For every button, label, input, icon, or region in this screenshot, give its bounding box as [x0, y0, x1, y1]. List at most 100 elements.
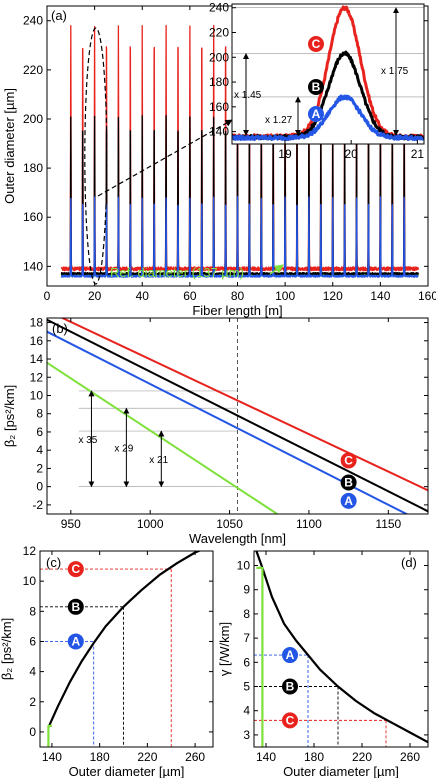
inset-y-tick-label: 180	[209, 75, 229, 89]
inset-series-A	[232, 94, 424, 142]
inset-frame-outline	[231, 3, 425, 145]
y-tick-label: 0	[29, 725, 36, 739]
series-badge-C	[340, 452, 357, 469]
series-line-B	[47, 318, 428, 513]
zoom-pointer-arrow	[97, 119, 233, 197]
point-badge-A	[282, 647, 298, 664]
x-tick-label: 120	[323, 289, 343, 303]
series-badge-B	[340, 474, 357, 491]
point-badge-B	[282, 678, 298, 695]
series-badge-C-letter: C	[344, 453, 353, 467]
point-badge-A-letter: A	[71, 634, 80, 648]
series-line-A	[60, 196, 419, 278]
axes-frame-d	[253, 550, 429, 748]
x-tick-label: 1000	[137, 517, 164, 531]
y-tick-label: 10	[23, 574, 37, 588]
y-tick-label: 8	[243, 607, 250, 621]
y-tick-label: 4	[29, 665, 36, 679]
y-tick-label: 2	[29, 695, 36, 709]
y-tick-label: 10	[237, 559, 251, 573]
series-line-C	[60, 23, 419, 272]
y-tick-label: 3	[243, 728, 250, 742]
y-tick-label: 7	[243, 631, 250, 645]
x-tick-label: 260	[400, 750, 420, 764]
y-tick-label: 8	[29, 604, 36, 618]
point-badge-B-letter: B	[71, 600, 80, 614]
x-tick-label: 1150	[375, 517, 401, 531]
ref-annotation-arrow	[269, 264, 284, 275]
inset-x-tick-label: 21	[411, 147, 425, 161]
series-badge-B-letter: B	[312, 80, 321, 94]
y-tick-label: 220	[23, 63, 43, 77]
series-badge-A	[340, 492, 357, 509]
beta2-vs-diameter-curve	[47, 551, 202, 728]
point-badge-B-letter: B	[286, 680, 295, 694]
series-badge-B-letter: B	[344, 475, 353, 489]
point-badge-C-letter: C	[286, 713, 295, 727]
x-axis-label: Wavelength [nm]	[189, 531, 286, 546]
series-badge-C-letter: C	[312, 37, 321, 51]
y-tick-label: 6	[36, 425, 43, 439]
panel-label: (b)	[52, 321, 68, 336]
ratio-label: x 21	[149, 455, 168, 466]
axes-frame-b	[46, 317, 429, 515]
series-line-B	[60, 114, 419, 276]
x-tick-label: 40	[136, 289, 150, 303]
point-badge-C	[67, 561, 84, 578]
y-tick-label: 12	[23, 544, 37, 558]
x-axis-label: Fiber length [m]	[192, 303, 282, 318]
y-tick-label: 240	[23, 14, 43, 28]
y-tick-label: 6	[243, 655, 250, 669]
x-axis-label: Outer diameter [µm]	[283, 764, 399, 778]
y-axis-label: β₂ [ps²/km]	[0, 618, 14, 680]
point-badge-C-letter: C	[71, 562, 80, 576]
x-tick-label: 180	[304, 750, 324, 764]
y-tick-label: 18	[30, 316, 44, 330]
point-badge-B	[67, 598, 84, 615]
inset-x-tick-label: 19	[278, 147, 292, 161]
x-tick-label: 1100	[296, 517, 322, 531]
ratio-label: x 1.27	[265, 115, 293, 126]
inset-x-tick-label: 20	[344, 147, 358, 161]
y-tick-label: 14	[30, 352, 44, 366]
x-tick-label: 20	[88, 289, 102, 303]
y-tick-label: 180	[23, 161, 43, 175]
point-badge-C	[282, 712, 298, 729]
series-badge-C	[308, 36, 324, 52]
panel-label: (a)	[51, 8, 67, 23]
y-tick-label: 16	[30, 334, 44, 348]
y-axis-label: γ [/W/km]	[217, 622, 232, 676]
point-badge-A	[67, 633, 84, 650]
series-line-A	[47, 330, 409, 514]
inset-frame	[231, 3, 425, 145]
ratio-label: x 1.45	[234, 90, 262, 101]
y-tick-label: 12	[30, 370, 44, 384]
y-tick-label: 10	[30, 388, 44, 402]
y-tick-label: 4	[243, 704, 250, 718]
y-tick-label: -2	[32, 498, 43, 512]
x-tick-label: 160	[418, 289, 436, 303]
ratio-label: x 35	[78, 435, 97, 446]
x-tick-label: 1050	[216, 517, 243, 531]
zoom-ellipse	[84, 27, 108, 285]
series-line-C	[60, 318, 428, 492]
series-badge-A	[308, 106, 324, 122]
inset-y-tick-label: 200	[209, 50, 229, 64]
y-tick-label: 9	[243, 583, 250, 597]
ratio-label: x 1.75	[381, 66, 409, 77]
y-tick-label: 8	[36, 407, 43, 421]
x-tick-label: 100	[275, 289, 295, 303]
x-tick-label: 950	[61, 517, 81, 531]
x-tick-label: 220	[137, 750, 157, 764]
y-axis-label: β₂ [ps²/km]	[2, 385, 17, 447]
y-tick-label: 200	[23, 112, 43, 126]
y-axis-label: Outer diameter [µm]	[2, 88, 17, 204]
inset-y-tick-label: 220	[209, 25, 229, 39]
x-tick-label: 180	[90, 750, 110, 764]
y-tick-label: 160	[23, 210, 43, 224]
ref-marker-line	[256, 566, 264, 747]
panel-label: (c)	[46, 555, 61, 570]
x-tick-label: 140	[370, 289, 390, 303]
y-tick-label: 5	[243, 680, 250, 694]
